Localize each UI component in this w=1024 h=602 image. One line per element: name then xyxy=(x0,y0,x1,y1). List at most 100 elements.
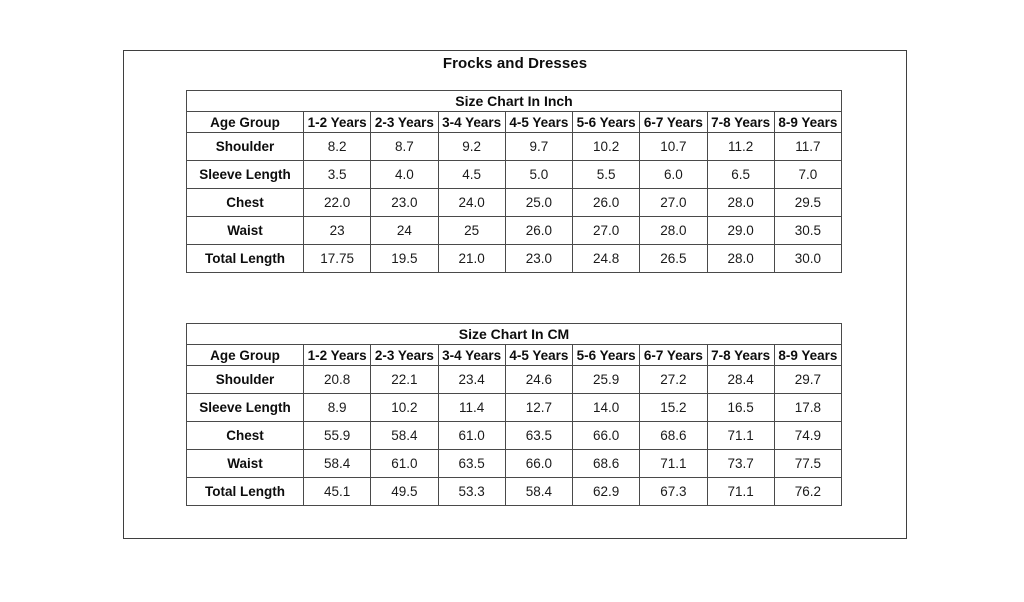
table-row: Chest 22.0 23.0 24.0 25.0 26.0 27.0 28.0 29.5 xyxy=(186,188,843,217)
measurement-cell: 71.1 xyxy=(639,449,708,478)
table-title: Size Chart In Inch xyxy=(186,90,842,112)
table-header-row: Age Group 1-2 Years 2-3 Years 3-4 Years 4-5 … xyxy=(186,111,843,133)
size-chart-table: Size Chart In Inch Age Group 1-2 Years 2-3 … xyxy=(186,90,843,273)
table-row: Shoulder 8.2 8.7 9.2 9.7 10.2 10.7 11.2 11.7 xyxy=(186,132,843,161)
row-label: Total Length xyxy=(186,244,304,273)
measurement-cell: 55.9 xyxy=(302,421,372,450)
column-header-age-range: 7-8 Years xyxy=(706,344,775,366)
row-label: Shoulder xyxy=(186,132,304,161)
row-label: Chest xyxy=(186,188,304,217)
measurement-cell: 24 xyxy=(370,216,439,245)
measurement-cell: 49.5 xyxy=(370,477,439,506)
measurement-cell: 24.0 xyxy=(437,188,506,217)
table-header-row: Age Group 1-2 Years 2-3 Years 3-4 Years 4-5 … xyxy=(186,344,843,366)
measurement-cell: 10.2 xyxy=(571,132,641,161)
measurement-cell: 67.3 xyxy=(639,477,708,506)
table-row: Waist 23 24 25 26.0 27.0 28.0 29.0 30.5 xyxy=(186,216,843,245)
measurement-cell: 29.7 xyxy=(773,365,843,394)
column-header-age-group: Age Group xyxy=(186,344,304,366)
measurement-cell: 23 xyxy=(302,216,372,245)
measurement-cell: 26.5 xyxy=(639,244,708,273)
measurement-cell: 23.0 xyxy=(504,244,574,273)
measurement-cell: 24.6 xyxy=(504,365,574,394)
measurement-cell: 76.2 xyxy=(773,477,843,506)
measurement-cell: 74.9 xyxy=(773,421,843,450)
column-header-age-range: 3-4 Years xyxy=(437,344,506,366)
size-chart-cm-table-container: Size Chart In CM Age Group 1-2 Years 2-3 Ye… xyxy=(186,323,843,506)
measurement-cell: 27.0 xyxy=(639,188,708,217)
table-row: Sleeve Length 3.5 4.0 4.5 5.0 5.5 6.0 6.5 7.0 xyxy=(186,160,843,189)
measurement-cell: 63.5 xyxy=(437,449,506,478)
measurement-cell: 27.2 xyxy=(639,365,708,394)
measurement-cell: 58.4 xyxy=(370,421,439,450)
row-label: Chest xyxy=(186,421,304,450)
measurement-cell: 5.5 xyxy=(571,160,641,189)
measurement-cell: 25.0 xyxy=(504,188,574,217)
measurement-cell: 28.0 xyxy=(639,216,708,245)
measurement-cell: 4.0 xyxy=(370,160,439,189)
measurement-cell: 26.0 xyxy=(571,188,641,217)
column-header-age-range: 6-7 Years xyxy=(639,344,708,366)
measurement-cell: 11.7 xyxy=(773,132,843,161)
measurement-cell: 58.4 xyxy=(504,477,574,506)
measurement-cell: 77.5 xyxy=(773,449,843,478)
measurement-cell: 30.5 xyxy=(773,216,843,245)
measurement-cell: 14.0 xyxy=(571,393,641,422)
table-title: Size Chart In CM xyxy=(186,323,842,345)
document-title: Frocks and Dresses xyxy=(442,55,588,72)
measurement-cell: 15.2 xyxy=(639,393,708,422)
measurement-cell: 25 xyxy=(437,216,506,245)
row-label: Sleeve Length xyxy=(186,393,304,422)
table-row: Total Length 45.1 49.5 53.3 58.4 62.9 67.3 71.1… xyxy=(186,477,843,506)
column-header-age-range: 8-9 Years xyxy=(773,111,843,133)
measurement-cell: 7.0 xyxy=(773,160,843,189)
column-header-age-range: 5-6 Years xyxy=(571,344,641,366)
measurement-cell: 26.0 xyxy=(504,216,574,245)
row-label: Waist xyxy=(186,216,304,245)
measurement-cell: 19.5 xyxy=(370,244,439,273)
column-header-age-range: 4-5 Years xyxy=(504,111,574,133)
measurement-cell: 8.7 xyxy=(370,132,439,161)
measurement-cell: 66.0 xyxy=(504,449,574,478)
size-chart-table: Size Chart In CM Age Group 1-2 Years 2-3 Ye… xyxy=(186,323,843,506)
measurement-cell: 9.2 xyxy=(437,132,506,161)
measurement-cell: 71.1 xyxy=(706,421,775,450)
measurement-cell: 73.7 xyxy=(706,449,775,478)
row-label: Shoulder xyxy=(186,365,304,394)
measurement-cell: 28.0 xyxy=(706,188,775,217)
measurement-cell: 5.0 xyxy=(504,160,574,189)
column-header-age-range: 4-5 Years xyxy=(504,344,574,366)
measurement-cell: 30.0 xyxy=(773,244,843,273)
measurement-cell: 16.5 xyxy=(706,393,775,422)
measurement-cell: 29.5 xyxy=(773,188,843,217)
measurement-cell: 27.0 xyxy=(571,216,641,245)
table-row: Waist 58.4 61.0 63.5 66.0 68.6 71.1 73.7 77.5 xyxy=(186,449,843,478)
table-row: Chest 55.9 58.4 61.0 63.5 66.0 68.6 71.1 74.9 xyxy=(186,421,843,450)
table-row: Total Length 17.75 19.5 21.0 23.0 24.8 26.5 28.… xyxy=(186,244,843,273)
column-header-age-range: 5-6 Years xyxy=(571,111,641,133)
measurement-cell: 21.0 xyxy=(437,244,506,273)
measurement-cell: 61.0 xyxy=(437,421,506,450)
measurement-cell: 9.7 xyxy=(504,132,574,161)
row-label: Total Length xyxy=(186,477,304,506)
measurement-cell: 66.0 xyxy=(571,421,641,450)
column-header-age-range: 2-3 Years xyxy=(370,111,439,133)
measurement-cell: 6.5 xyxy=(706,160,775,189)
column-header-age-range: 1-2 Years xyxy=(302,344,372,366)
measurement-cell: 10.7 xyxy=(639,132,708,161)
table-row: Shoulder 20.8 22.1 23.4 24.6 25.9 27.2 28.4 29.7 xyxy=(186,365,843,394)
table-title-row: Size Chart In Inch xyxy=(186,90,842,112)
measurement-cell: 62.9 xyxy=(571,477,641,506)
measurement-cell: 23.0 xyxy=(370,188,439,217)
measurement-cell: 20.8 xyxy=(302,365,372,394)
measurement-cell: 63.5 xyxy=(504,421,574,450)
measurement-cell: 71.1 xyxy=(706,477,775,506)
measurement-cell: 68.6 xyxy=(639,421,708,450)
measurement-cell: 23.4 xyxy=(437,365,506,394)
measurement-cell: 29.0 xyxy=(706,216,775,245)
measurement-cell: 24.8 xyxy=(571,244,641,273)
row-label: Sleeve Length xyxy=(186,160,304,189)
measurement-cell: 17.75 xyxy=(302,244,372,273)
measurement-cell: 3.5 xyxy=(302,160,372,189)
